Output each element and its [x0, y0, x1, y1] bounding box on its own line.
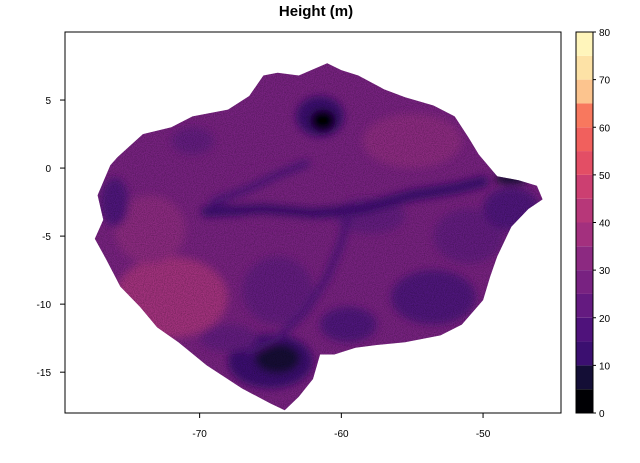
legend-swatch — [576, 293, 593, 318]
legend-swatch — [576, 174, 593, 199]
y-tick: -5 — [42, 232, 65, 243]
legend-tick-label: 20 — [599, 314, 611, 325]
x-tick-label: -70 — [192, 429, 207, 440]
y-tick-label: -5 — [42, 232, 51, 243]
legend-tick-label: 30 — [599, 266, 611, 277]
y-tick: 0 — [45, 164, 65, 175]
y-tick-label: -15 — [37, 368, 52, 379]
x-tick-label: -50 — [476, 429, 491, 440]
legend-tick-label: 80 — [599, 28, 611, 39]
legend-tick: 80 — [593, 28, 611, 39]
legend-swatch — [576, 389, 593, 413]
legend-swatch — [576, 365, 593, 390]
x-axis: -70 -60 -50 — [192, 413, 491, 440]
legend-swatch — [576, 270, 593, 294]
legend-swatch — [576, 127, 593, 152]
y-tick: -15 — [37, 368, 65, 379]
legend-swatch — [576, 246, 593, 271]
y-tick: 5 — [45, 96, 65, 107]
y-tick-label: 0 — [45, 164, 51, 175]
y-tick-label: 5 — [45, 96, 51, 107]
legend-tick: 60 — [593, 123, 611, 134]
legend-tick: 30 — [593, 266, 611, 277]
color-legend: 0 10 20 30 40 50 60 70 80 — [575, 28, 611, 420]
y-tick-label: -10 — [37, 300, 52, 311]
x-tick: -50 — [476, 413, 491, 440]
x-tick-label: -60 — [334, 429, 349, 440]
legend-tick-label: 40 — [599, 219, 611, 230]
legend-swatch — [576, 317, 593, 342]
map-title: Height (m) — [278, 3, 354, 20]
legend-swatch — [576, 198, 593, 223]
legend-swatch — [576, 55, 593, 80]
legend-tick-label: 70 — [599, 76, 611, 87]
legend-tick: 40 — [593, 219, 611, 230]
y-tick: -10 — [37, 300, 65, 311]
legend-swatch — [576, 151, 593, 175]
legend-tick-label: 0 — [599, 409, 605, 420]
legend-tick-label: 60 — [599, 123, 611, 134]
legend-tick: 20 — [593, 314, 611, 325]
legend-swatch — [576, 32, 593, 56]
x-tick: -60 — [334, 413, 349, 440]
legend-tick: 0 — [593, 409, 605, 420]
legend-swatch — [576, 222, 593, 247]
legend-tick: 50 — [593, 171, 611, 182]
legend-swatch — [576, 79, 593, 104]
legend-tick-label: 50 — [599, 171, 611, 182]
legend-tick: 10 — [593, 361, 611, 372]
legend-tick-label: 10 — [599, 361, 611, 372]
y-axis: 5 0 -5 -10 -15 — [37, 96, 65, 379]
legend-tick: 70 — [593, 76, 611, 87]
legend-swatch — [576, 341, 593, 366]
x-tick: -70 — [192, 413, 207, 440]
legend-swatch — [576, 103, 593, 128]
